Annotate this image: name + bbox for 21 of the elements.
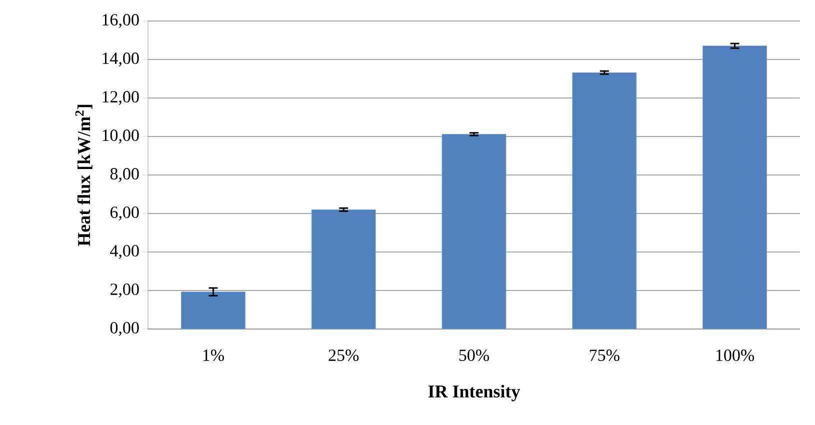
y-axis-title: Heat flux [kW/m$^{2}$] [75,104,92,246]
y-tick-label: 0,00 [110,322,139,336]
y-tick-label: 6,00 [110,206,139,220]
y-tick-label: 16,00 [102,14,139,28]
x-tick-label: 1% [203,350,224,362]
y-tick-label: 2,00 [110,284,139,298]
x-tick-label: 100% [716,350,754,362]
y-tick-label: 10,00 [102,130,139,144]
y-tick-label: 8,00 [110,168,139,182]
bar [442,134,506,329]
bar [311,209,376,329]
bar [572,72,637,329]
bar [181,292,246,329]
y-tick-label: 4,00 [110,245,139,259]
x-tick-label: 75% [590,350,620,362]
bar [702,46,767,329]
x-axis-title: IR Intensity [428,384,520,402]
x-tick-label: 50% [459,350,489,362]
x-tick-label: 25% [328,350,359,362]
y-tick-label: 12,00 [102,91,139,105]
y-tick-label: 14,00 [102,52,139,66]
